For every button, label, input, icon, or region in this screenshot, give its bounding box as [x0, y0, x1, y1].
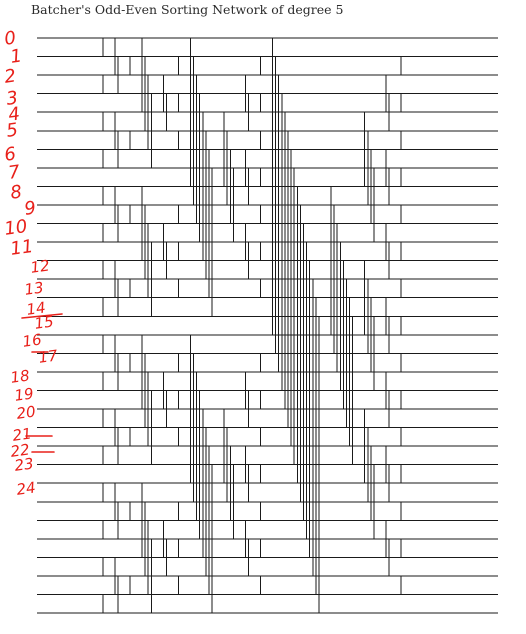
- annotation-label-0: 0: [3, 27, 17, 49]
- annotation-label-3: 3: [5, 87, 19, 109]
- annotation-label-2: 2: [3, 65, 17, 87]
- annotation-label-15: 15: [33, 312, 54, 332]
- annotation-label-23: 23: [13, 454, 34, 474]
- annotation-label-9: 9: [23, 197, 37, 219]
- annotation-label-12: 12: [29, 256, 50, 276]
- annotation-label-19: 19: [13, 384, 34, 404]
- annotation-label-22: 22: [9, 440, 30, 460]
- annotation-label-13: 13: [23, 278, 44, 298]
- annotation-label-1: 1: [9, 45, 23, 67]
- annotation-label-18: 18: [9, 366, 30, 386]
- annotation-label-21: 21: [11, 424, 32, 444]
- diagram-title: Batcher's Odd-Even Sorting Network of de…: [31, 2, 344, 17]
- annotation-label-16: 16: [21, 330, 42, 350]
- annotation-label-10: 10: [3, 216, 29, 240]
- comparator-group: [102, 38, 402, 614]
- annotation-label-8: 8: [9, 181, 23, 203]
- annotation-label-17: 17: [37, 346, 59, 367]
- annotation-stroke-0: [21, 313, 63, 319]
- annotation-label-5: 5: [5, 119, 19, 141]
- annotation-label-20: 20: [15, 402, 36, 422]
- annotation-label-7: 7: [7, 161, 22, 183]
- annotation-label-24: 24: [15, 478, 36, 498]
- annotation-label-11: 11: [9, 236, 35, 260]
- wire-group: [37, 37, 498, 614]
- annotation-label-6: 6: [3, 143, 17, 165]
- annotation-label-14: 14: [25, 298, 46, 318]
- annotation-label-4: 4: [7, 103, 21, 125]
